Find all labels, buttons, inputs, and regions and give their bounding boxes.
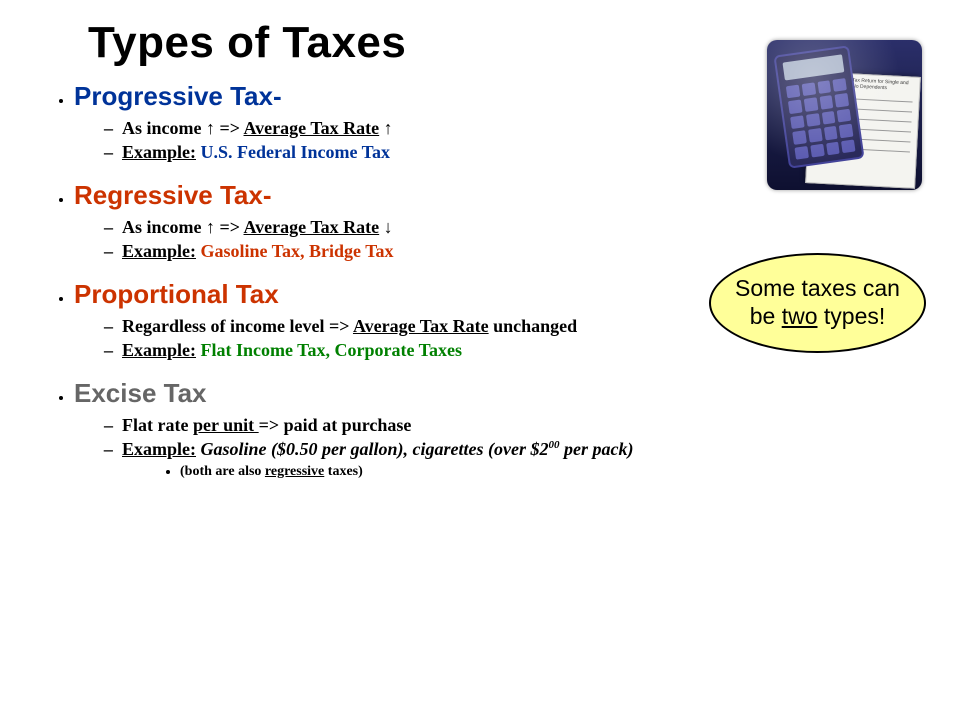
excise-subnote: (both are also regressive taxes) — [180, 464, 932, 480]
slide: Types of Taxes Progressive Tax- As incom… — [0, 0, 960, 720]
rule-regressive: As income ↑ => Average Tax Rate ↓ — [104, 217, 932, 238]
example-proportional-text: Flat Income Tax, Corporate Taxes — [196, 340, 462, 360]
section-excise: Excise Tax Flat rate per unit => paid at… — [74, 379, 932, 480]
example-progressive-text: U.S. Federal Income Tax — [196, 142, 390, 162]
heading-progressive: Progressive Tax- — [74, 81, 282, 111]
heading-regressive: Regressive Tax- — [74, 180, 272, 210]
section-regressive: Regressive Tax- As income ↑ => Average T… — [74, 181, 932, 262]
callout-bubble: Some taxes can be two types! — [709, 253, 926, 353]
callout-text: Some taxes can be two types! — [735, 275, 900, 330]
tax-form-calculator-image: 1040EZ Income Tax Return for Single and … — [767, 40, 922, 190]
rule-excise: Flat rate per unit => paid at purchase — [104, 415, 932, 436]
example-excise: Example: Gasoline ($0.50 per gallon), ci… — [104, 439, 932, 480]
heading-excise: Excise Tax — [74, 378, 207, 408]
example-regressive-text: Gasoline Tax, Bridge Tax — [196, 241, 394, 261]
heading-proportional: Proportional Tax — [74, 279, 279, 309]
